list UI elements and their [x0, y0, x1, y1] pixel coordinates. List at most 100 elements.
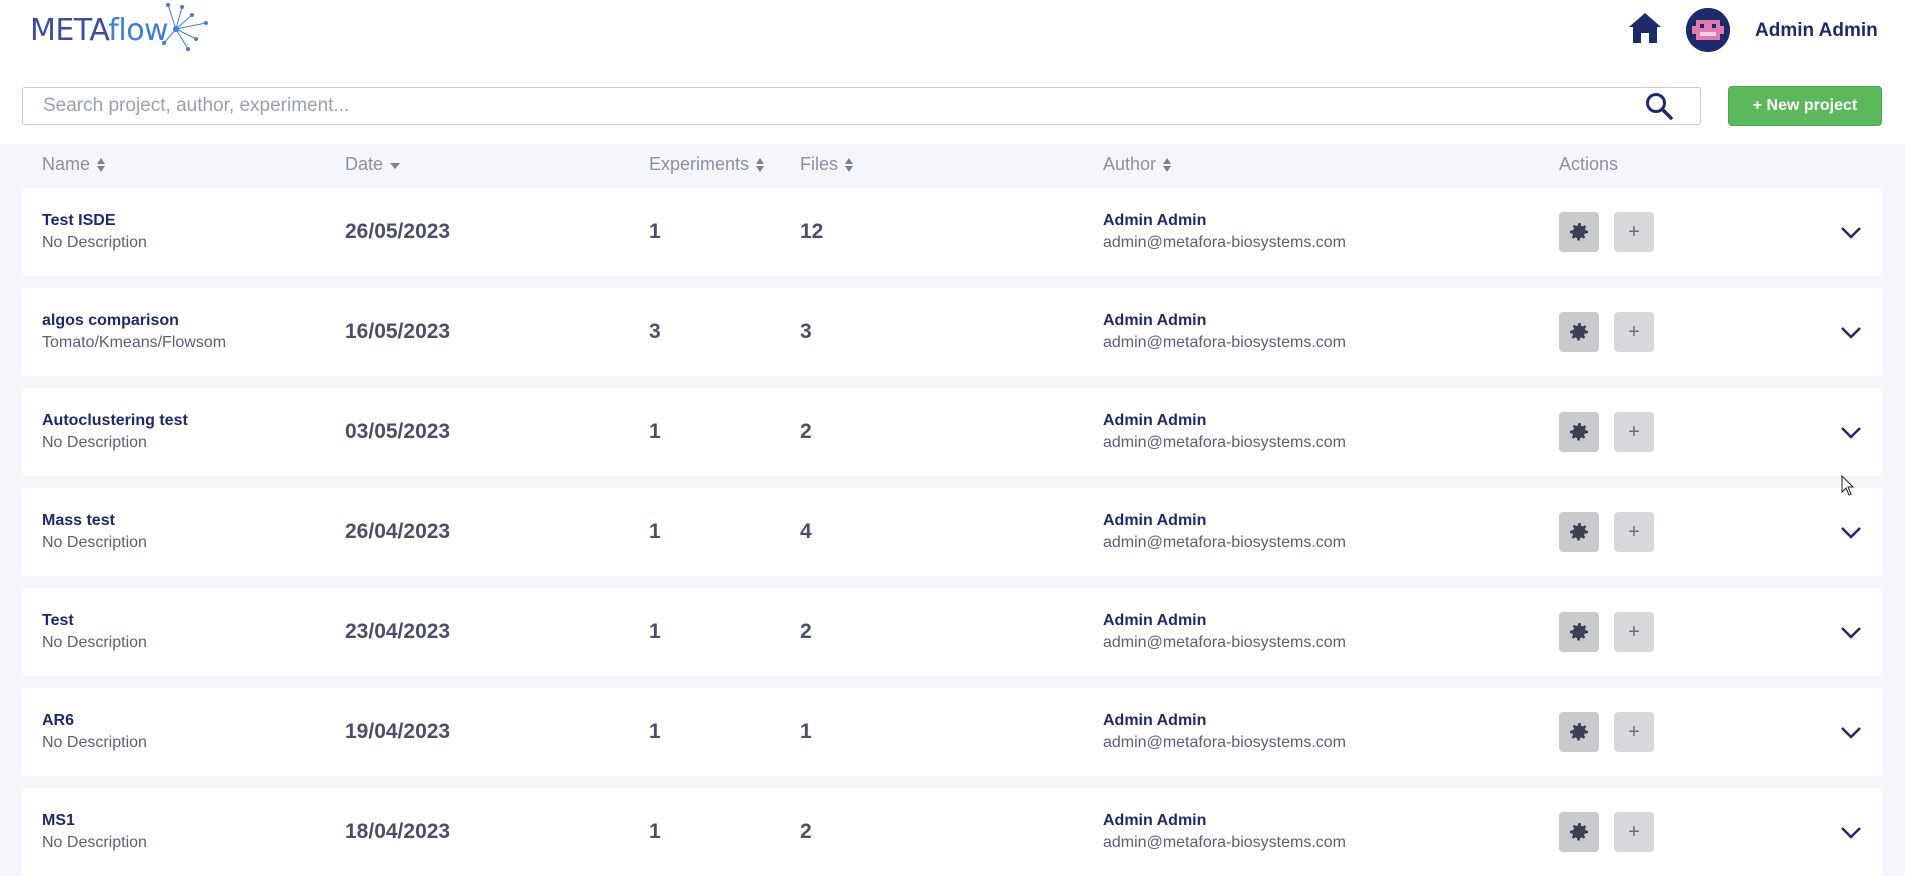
logo-text: METAflow	[30, 12, 169, 48]
project-author-cell: Admin Admin admin@metafora-biosystems.co…	[1103, 812, 1346, 852]
author-name: Admin Admin	[1103, 712, 1207, 729]
metaflow-logo[interactable]: METAflow	[30, 3, 209, 54]
project-files: 2	[800, 620, 812, 643]
author-email: admin@metafora-biosystems.com	[1103, 434, 1346, 451]
project-files: 2	[800, 820, 812, 843]
project-experiments: 3	[649, 320, 661, 343]
project-row[interactable]: AR6 No Description 19/04/2023 1 1 Admin …	[22, 688, 1882, 776]
project-files: 12	[800, 220, 824, 243]
project-row[interactable]: Test ISDE No Description 26/05/2023 1 12…	[22, 188, 1882, 276]
project-row[interactable]: Test No Description 23/04/2023 1 2 Admin…	[22, 588, 1882, 676]
settings-button[interactable]	[1559, 612, 1599, 652]
search-bar[interactable]	[22, 87, 1701, 125]
project-name-cell: Test No Description	[42, 612, 147, 652]
project-description: No Description	[42, 634, 147, 651]
column-header-files[interactable]: Files	[800, 154, 854, 175]
chevron-down-icon[interactable]	[1840, 822, 1862, 842]
sort-icon	[845, 157, 854, 172]
settings-button[interactable]	[1559, 712, 1599, 752]
author-email: admin@metafora-biosystems.com	[1103, 234, 1346, 251]
project-name-cell: Test ISDE No Description	[42, 212, 147, 252]
gear-icon	[1570, 223, 1588, 241]
project-title[interactable]: MS1	[42, 812, 75, 829]
project-files: 3	[800, 320, 812, 343]
project-description: Tomato/Kmeans/Flowsom	[42, 334, 227, 351]
project-title[interactable]: Autoclustering test	[42, 412, 188, 429]
project-title[interactable]: AR6	[42, 712, 75, 729]
settings-button[interactable]	[1559, 412, 1599, 452]
project-date: 16/05/2023	[345, 320, 451, 343]
add-experiment-button[interactable]: +	[1614, 812, 1654, 852]
add-experiment-button[interactable]: +	[1614, 612, 1654, 652]
gear-icon	[1570, 823, 1588, 841]
project-title[interactable]: Mass test	[42, 512, 115, 529]
project-title[interactable]: Test	[42, 612, 74, 629]
column-header-experiments[interactable]: Experiments	[649, 154, 765, 175]
chevron-down-icon[interactable]	[1840, 622, 1862, 642]
project-name-cell: algos comparison Tomato/Kmeans/Flowsom	[42, 312, 226, 352]
chevron-down-icon[interactable]	[1840, 322, 1862, 342]
top-bar: METAflow Admin Admin	[0, 0, 1905, 144]
plus-icon: +	[1628, 820, 1640, 843]
chevron-down-icon[interactable]	[1840, 722, 1862, 742]
author-name: Admin Admin	[1103, 612, 1207, 629]
author-name: Admin Admin	[1103, 412, 1207, 429]
project-description: No Description	[42, 234, 147, 251]
project-date: 18/04/2023	[345, 820, 451, 843]
settings-button[interactable]	[1559, 812, 1599, 852]
project-author-cell: Admin Admin admin@metafora-biosystems.co…	[1103, 612, 1346, 652]
chevron-down-icon[interactable]	[1840, 222, 1862, 242]
sort-icon	[97, 157, 106, 172]
column-label-experiments: Experiments	[649, 154, 750, 174]
project-description: No Description	[42, 534, 147, 551]
author-email: admin@metafora-biosystems.com	[1103, 534, 1346, 551]
gear-icon	[1570, 323, 1588, 341]
project-row[interactable]: MS1 No Description 18/04/2023 1 2 Admin …	[22, 788, 1882, 876]
project-row[interactable]: Autoclustering test No Description 03/05…	[22, 388, 1882, 476]
project-title[interactable]: Test ISDE	[42, 212, 116, 229]
project-description: No Description	[42, 834, 147, 851]
project-date: 03/05/2023	[345, 420, 451, 443]
user-avatar[interactable]	[1686, 8, 1730, 52]
new-project-button[interactable]: + New project	[1728, 86, 1882, 126]
settings-button[interactable]	[1559, 512, 1599, 552]
project-author-cell: Admin Admin admin@metafora-biosystems.co…	[1103, 512, 1346, 552]
project-experiments: 1	[649, 420, 661, 443]
column-header-name[interactable]: Name	[42, 154, 106, 175]
plus-icon: +	[1628, 720, 1640, 743]
user-name[interactable]: Admin Admin	[1755, 20, 1878, 41]
add-experiment-button[interactable]: +	[1614, 412, 1654, 452]
project-date: 26/05/2023	[345, 220, 451, 243]
column-label-name: Name	[42, 154, 91, 174]
project-row[interactable]: algos comparison Tomato/Kmeans/Flowsom 1…	[22, 288, 1882, 376]
project-title[interactable]: algos comparison	[42, 312, 179, 329]
add-experiment-button[interactable]: +	[1614, 212, 1654, 252]
project-files: 1	[800, 720, 812, 743]
project-name-cell: AR6 No Description	[42, 712, 147, 752]
project-row[interactable]: Mass test No Description 26/04/2023 1 4 …	[22, 488, 1882, 576]
project-author-cell: Admin Admin admin@metafora-biosystems.co…	[1103, 412, 1346, 452]
table-header: Name Date Experiments Files Author Actio…	[0, 154, 1905, 178]
column-header-date[interactable]: Date	[345, 154, 401, 175]
author-email: admin@metafora-biosystems.com	[1103, 634, 1346, 651]
settings-button[interactable]	[1559, 212, 1599, 252]
chevron-down-icon[interactable]	[1840, 422, 1862, 442]
plus-icon: +	[1628, 220, 1640, 243]
add-experiment-button[interactable]: +	[1614, 712, 1654, 752]
project-experiments: 1	[649, 220, 661, 243]
column-header-author[interactable]: Author	[1103, 154, 1172, 175]
search-icon[interactable]	[1644, 91, 1674, 121]
chevron-down-icon[interactable]	[1840, 522, 1862, 542]
plus-icon: +	[1628, 420, 1640, 443]
settings-button[interactable]	[1559, 312, 1599, 352]
search-input[interactable]	[41, 88, 1644, 124]
avatar-icon	[1686, 8, 1730, 52]
logo-burst-icon	[162, 3, 209, 51]
add-experiment-button[interactable]: +	[1614, 512, 1654, 552]
home-icon[interactable]	[1627, 10, 1663, 46]
column-label-actions: Actions	[1559, 154, 1619, 174]
author-email: admin@metafora-biosystems.com	[1103, 334, 1346, 351]
project-date: 26/04/2023	[345, 520, 451, 543]
plus-icon: +	[1628, 620, 1640, 643]
add-experiment-button[interactable]: +	[1614, 312, 1654, 352]
